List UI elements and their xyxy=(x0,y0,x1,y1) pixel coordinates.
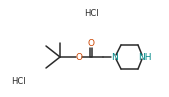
Text: HCl: HCl xyxy=(11,78,25,87)
Text: N: N xyxy=(111,52,117,61)
Text: O: O xyxy=(76,52,82,61)
Text: O: O xyxy=(88,39,94,48)
Text: HCl: HCl xyxy=(84,9,98,17)
Text: NH: NH xyxy=(138,52,152,61)
